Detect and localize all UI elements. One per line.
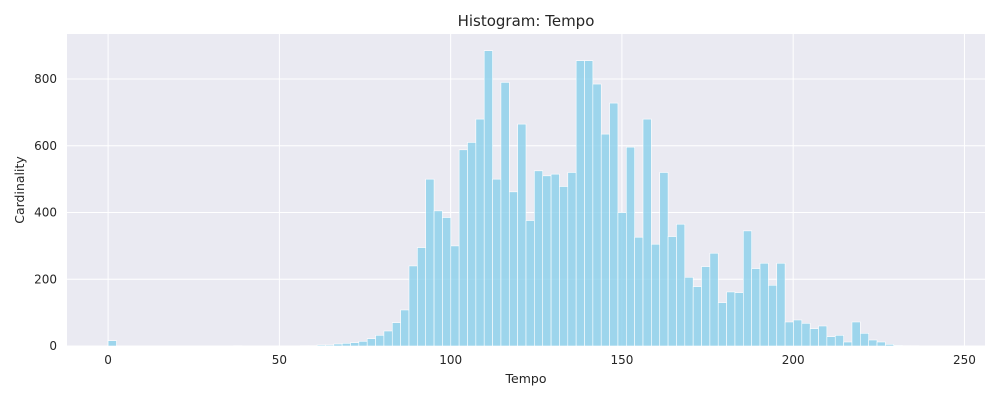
histogram-bar bbox=[401, 310, 409, 346]
y-tick-label: 0 bbox=[49, 339, 57, 353]
histogram-bar bbox=[610, 103, 618, 346]
x-tick-label: 0 bbox=[104, 353, 112, 367]
histogram-bar bbox=[727, 292, 735, 346]
histogram-bar bbox=[860, 333, 868, 346]
histogram-bar bbox=[810, 329, 818, 346]
histogram-bar bbox=[559, 186, 567, 346]
histogram-bar bbox=[384, 331, 392, 346]
histogram-bar bbox=[793, 320, 801, 346]
histogram-bar bbox=[434, 211, 442, 346]
histogram-bar bbox=[869, 340, 877, 346]
x-tick-label: 150 bbox=[610, 353, 633, 367]
histogram-bar bbox=[568, 172, 576, 346]
histogram-bar bbox=[392, 323, 400, 346]
x-axis-label: Tempo bbox=[505, 371, 547, 386]
histogram-bar bbox=[325, 345, 333, 346]
histogram-bar bbox=[685, 277, 693, 346]
histogram-bar bbox=[409, 266, 417, 346]
histogram-bar bbox=[476, 119, 484, 346]
histogram-bar bbox=[108, 341, 116, 346]
x-tick-label: 100 bbox=[439, 353, 462, 367]
histogram-bar bbox=[693, 287, 701, 346]
x-axis-ticks: 0 50 100 150 200 250 bbox=[104, 353, 976, 367]
histogram-bar bbox=[877, 342, 885, 346]
histogram-bar bbox=[576, 61, 584, 346]
x-tick-label: 200 bbox=[782, 353, 805, 367]
histogram-bar bbox=[601, 134, 609, 346]
histogram-bar bbox=[585, 61, 593, 346]
histogram-bar bbox=[718, 303, 726, 346]
histogram-bar bbox=[442, 218, 450, 346]
histogram-bar bbox=[802, 323, 810, 346]
histogram-bar bbox=[626, 147, 634, 346]
y-axis-label: Cardinality bbox=[12, 156, 27, 224]
y-tick-label: 400 bbox=[34, 206, 57, 220]
histogram-bar bbox=[676, 224, 684, 346]
histogram-bar bbox=[702, 267, 710, 346]
histogram-bar bbox=[894, 345, 902, 346]
histogram-bar bbox=[334, 344, 342, 346]
histogram-bar bbox=[350, 343, 358, 346]
histogram-bar bbox=[735, 293, 743, 346]
histogram-bar bbox=[426, 179, 434, 346]
histogram-bar bbox=[844, 342, 852, 346]
histogram-bar bbox=[417, 248, 425, 346]
histogram-bar bbox=[376, 335, 384, 346]
histogram-bar bbox=[752, 269, 760, 346]
histogram-bar bbox=[668, 237, 676, 346]
histogram-bar bbox=[526, 221, 534, 346]
histogram-bar bbox=[543, 176, 551, 346]
histogram-bar bbox=[493, 179, 501, 346]
y-tick-label: 600 bbox=[34, 139, 57, 153]
histogram-bar bbox=[710, 253, 718, 346]
histogram-bar bbox=[785, 322, 793, 346]
histogram-bar bbox=[509, 192, 517, 346]
histogram-bar bbox=[484, 51, 492, 346]
histogram-bar bbox=[459, 150, 467, 346]
histogram-bar bbox=[819, 326, 827, 346]
histogram-bar bbox=[651, 244, 659, 346]
histogram-bar bbox=[768, 285, 776, 346]
histogram-bar bbox=[618, 213, 626, 346]
histogram-bar bbox=[635, 237, 643, 346]
histogram-bar bbox=[852, 322, 860, 346]
x-tick-label: 50 bbox=[272, 353, 287, 367]
x-tick-label: 250 bbox=[953, 353, 976, 367]
histogram-bar bbox=[760, 263, 768, 346]
histogram-bar bbox=[317, 345, 325, 346]
histogram-bar bbox=[885, 344, 893, 346]
y-tick-label: 800 bbox=[34, 72, 57, 86]
histogram-bar bbox=[467, 142, 475, 346]
histogram-bar bbox=[367, 339, 375, 346]
histogram-bar bbox=[593, 84, 601, 346]
histogram-bar bbox=[534, 171, 542, 346]
histogram-bar bbox=[643, 119, 651, 346]
histogram-bar bbox=[359, 341, 367, 346]
histogram-bar bbox=[777, 263, 785, 346]
histogram-bar bbox=[501, 82, 509, 346]
histogram-bar bbox=[518, 124, 526, 346]
histogram-bar bbox=[660, 172, 668, 346]
y-tick-label: 200 bbox=[34, 272, 57, 286]
chart-title: Histogram: Tempo bbox=[458, 12, 595, 30]
y-axis-ticks: 0 200 400 600 800 bbox=[34, 72, 57, 353]
histogram-bar bbox=[827, 337, 835, 346]
histogram-bar bbox=[551, 174, 559, 346]
histogram-bar bbox=[451, 246, 459, 346]
histogram-bar bbox=[743, 231, 751, 346]
histogram-bar bbox=[835, 335, 843, 346]
histogram-bar bbox=[342, 343, 350, 346]
